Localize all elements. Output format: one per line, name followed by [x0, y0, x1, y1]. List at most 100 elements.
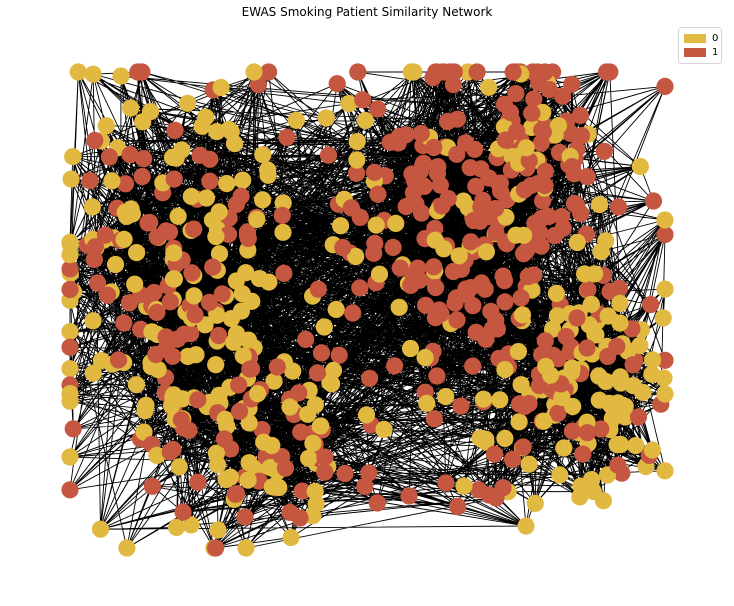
node-class-1	[563, 75, 581, 93]
node-class-1	[360, 464, 378, 482]
node-class-0	[315, 318, 333, 336]
node-class-1	[189, 391, 207, 409]
node-class-1	[557, 328, 575, 346]
node-class-0	[592, 243, 610, 261]
node-class-0	[287, 111, 305, 129]
node-class-1	[452, 397, 470, 415]
node-class-0	[165, 270, 183, 288]
node-class-0	[197, 108, 215, 126]
node-class-0	[491, 391, 509, 409]
node-class-1	[595, 142, 613, 160]
node-class-0	[348, 133, 366, 151]
node-class-1	[520, 152, 538, 170]
node-class-1	[268, 358, 286, 376]
node-class-1	[574, 445, 592, 463]
node-class-1	[644, 192, 663, 210]
node-class-0	[591, 195, 609, 214]
legend-item-0: 0	[684, 33, 718, 44]
node-class-1	[579, 280, 597, 299]
node-class-1	[369, 185, 387, 203]
node-class-0	[234, 171, 252, 189]
node-class-0	[137, 396, 155, 414]
node-class-1	[629, 408, 648, 426]
node-class-1	[482, 302, 500, 320]
node-class-1	[369, 100, 387, 118]
node-class-0	[218, 175, 236, 193]
node-class-0	[182, 516, 200, 534]
node-class-1	[129, 63, 147, 81]
node-class-1	[135, 150, 153, 168]
node-class-0	[586, 326, 604, 344]
node-class-1	[515, 181, 534, 199]
node-class-1	[572, 127, 591, 145]
node-class-0	[611, 368, 629, 386]
node-class-1	[508, 122, 526, 141]
node-class-0	[208, 306, 226, 324]
node-class-0	[207, 444, 225, 462]
node-class-1	[116, 175, 135, 193]
node-class-0	[643, 441, 662, 459]
node-class-1	[207, 539, 225, 557]
node-class-1	[403, 165, 421, 183]
node-class-0	[537, 357, 555, 376]
node-class-0	[148, 446, 166, 464]
node-class-1	[121, 146, 139, 164]
node-class-0	[263, 478, 281, 496]
node-class-1	[273, 206, 291, 224]
node-class-0	[300, 449, 318, 467]
node-class-1	[227, 195, 245, 213]
node-class-1	[148, 303, 166, 321]
node-class-1	[384, 238, 402, 256]
node-class-1	[578, 339, 596, 357]
node-class-1	[610, 279, 629, 297]
node-class-0	[208, 123, 226, 141]
node-class-1	[427, 279, 445, 297]
node-class-1	[166, 121, 184, 139]
node-class-0	[627, 437, 645, 455]
node-class-1	[89, 274, 107, 292]
node-class-0	[551, 466, 569, 484]
node-class-0	[225, 333, 243, 351]
node-class-1	[448, 311, 466, 329]
node-class-1	[449, 497, 467, 516]
node-class-0	[576, 265, 594, 283]
node-class-0	[250, 270, 268, 288]
node-class-1	[487, 489, 505, 507]
node-class-1	[99, 286, 117, 304]
node-class-1	[563, 422, 582, 440]
node-class-1	[147, 345, 165, 364]
node-class-0	[237, 264, 255, 282]
node-class-1	[390, 127, 409, 145]
node-class-0	[435, 240, 453, 258]
node-class-0	[197, 189, 216, 207]
node-class-1	[236, 508, 254, 526]
node-class-1	[316, 448, 334, 466]
node-class-0	[611, 314, 629, 332]
node-class-1	[532, 134, 550, 152]
node-class-1	[349, 63, 367, 81]
node-class-0	[327, 300, 345, 318]
node-class-0	[128, 244, 146, 262]
node-class-0	[418, 394, 436, 412]
node-class-0	[477, 243, 495, 261]
node-class-1	[172, 411, 190, 429]
node-class-1	[109, 351, 128, 369]
node-class-0	[61, 323, 79, 341]
node-class-0	[348, 151, 366, 169]
node-class-1	[514, 438, 532, 456]
node-class-1	[330, 346, 348, 364]
node-class-0	[84, 65, 102, 83]
node-class-0	[216, 410, 234, 428]
node-class-0	[347, 247, 365, 266]
node-class-0	[515, 226, 533, 244]
node-class-0	[61, 448, 79, 466]
node-class-1	[189, 473, 207, 491]
node-class-0	[254, 191, 272, 209]
node-class-1	[510, 395, 529, 413]
node-class-1	[417, 296, 435, 314]
node-class-0	[239, 471, 257, 489]
node-class-1	[565, 194, 584, 213]
node-class-0	[370, 265, 389, 283]
node-class-1	[347, 164, 366, 182]
node-class-0	[173, 141, 191, 159]
